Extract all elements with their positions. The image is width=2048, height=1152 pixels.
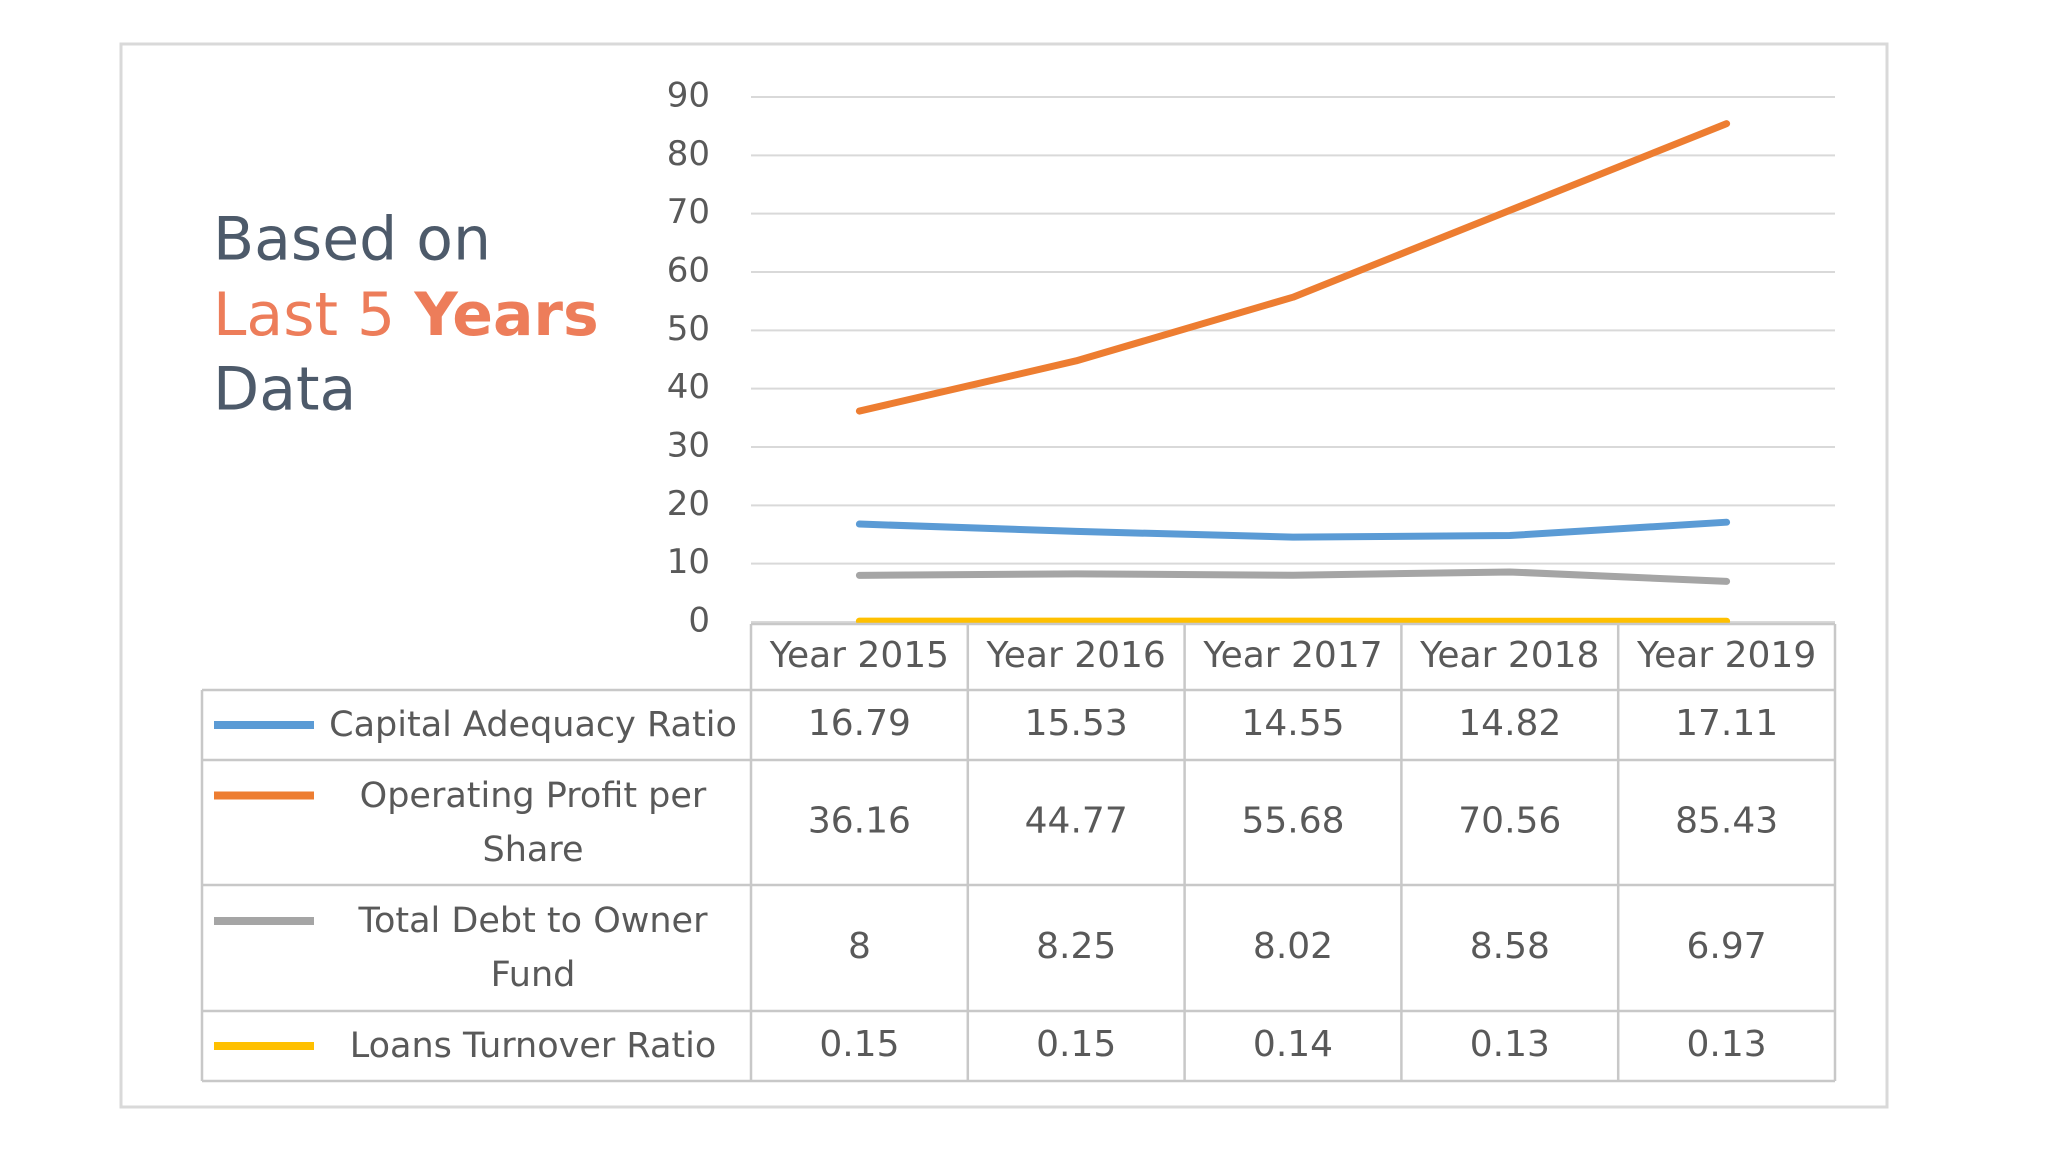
heading-line-1: Based on (213, 205, 491, 275)
table-value: 0.13 (1687, 1024, 1767, 1065)
table-value: 0.15 (1036, 1024, 1116, 1065)
legend-label: Operating Profit per Share (359, 775, 707, 870)
x-tick-label: Year 2016 (986, 635, 1166, 676)
table-value: 0.13 (1470, 1024, 1550, 1065)
heading-highlight: Last 5 (213, 280, 395, 350)
y-tick-label: 70 (667, 192, 710, 232)
table-value: 55.68 (1241, 801, 1344, 842)
series-line (855, 568, 1731, 585)
table-value: 8.02 (1253, 926, 1333, 967)
table-value: 8 (848, 926, 871, 967)
y-tick-label: 30 (667, 426, 710, 466)
table-value: 14.82 (1458, 703, 1561, 744)
x-tick-label: Year 2019 (1636, 635, 1816, 676)
y-tick-label: 90 (667, 76, 710, 116)
table-value: 70.56 (1458, 801, 1561, 842)
y-tick-label: 10 (667, 542, 710, 582)
legend-label-box: Total Debt to Owner Fund (358, 901, 708, 995)
series-line (855, 120, 1731, 415)
table-value: 6.97 (1687, 926, 1767, 967)
table-value: 44.77 (1025, 801, 1128, 842)
y-tick-label: 60 (667, 251, 710, 291)
table-value: 85.43 (1675, 801, 1778, 842)
heading-line-2: Last 5 Years (213, 280, 599, 350)
y-tick-label: 80 (667, 134, 710, 174)
table-value: 36.16 (808, 801, 911, 842)
x-tick-label: Year 2015 (769, 635, 949, 676)
y-tick-label: 50 (667, 309, 710, 349)
legend-label: Loans Turnover Ratio (349, 1026, 717, 1066)
table-value: 0.14 (1253, 1024, 1333, 1065)
heading-highlight-bold: Years (413, 280, 598, 350)
y-tick-label: 0 (688, 601, 710, 641)
x-tick-label: Year 2017 (1202, 635, 1382, 676)
legend-label: Capital Adequacy Ratio (329, 705, 737, 745)
table-value: 8.25 (1036, 926, 1116, 967)
legend-label-box: Capital Adequacy Ratio (329, 705, 737, 745)
x-tick-label: Year 2018 (1419, 635, 1599, 676)
series-line (855, 518, 1731, 541)
table-value: 14.55 (1241, 703, 1344, 744)
table-value: 8.58 (1470, 926, 1550, 967)
legend-label: Total Debt to Owner Fund (358, 901, 708, 995)
legend-label-box: Loans Turnover Ratio (349, 1026, 717, 1066)
table-value: 0.15 (819, 1024, 899, 1065)
table-value: 16.79 (808, 703, 911, 744)
heading-line-3: Data (213, 355, 356, 425)
table-value: 17.11 (1675, 703, 1778, 744)
legend-label-box: Operating Profit per Share (359, 775, 707, 870)
table-value: 15.53 (1025, 703, 1128, 744)
y-tick-label: 40 (667, 367, 710, 407)
y-tick-label: 20 (667, 484, 710, 524)
